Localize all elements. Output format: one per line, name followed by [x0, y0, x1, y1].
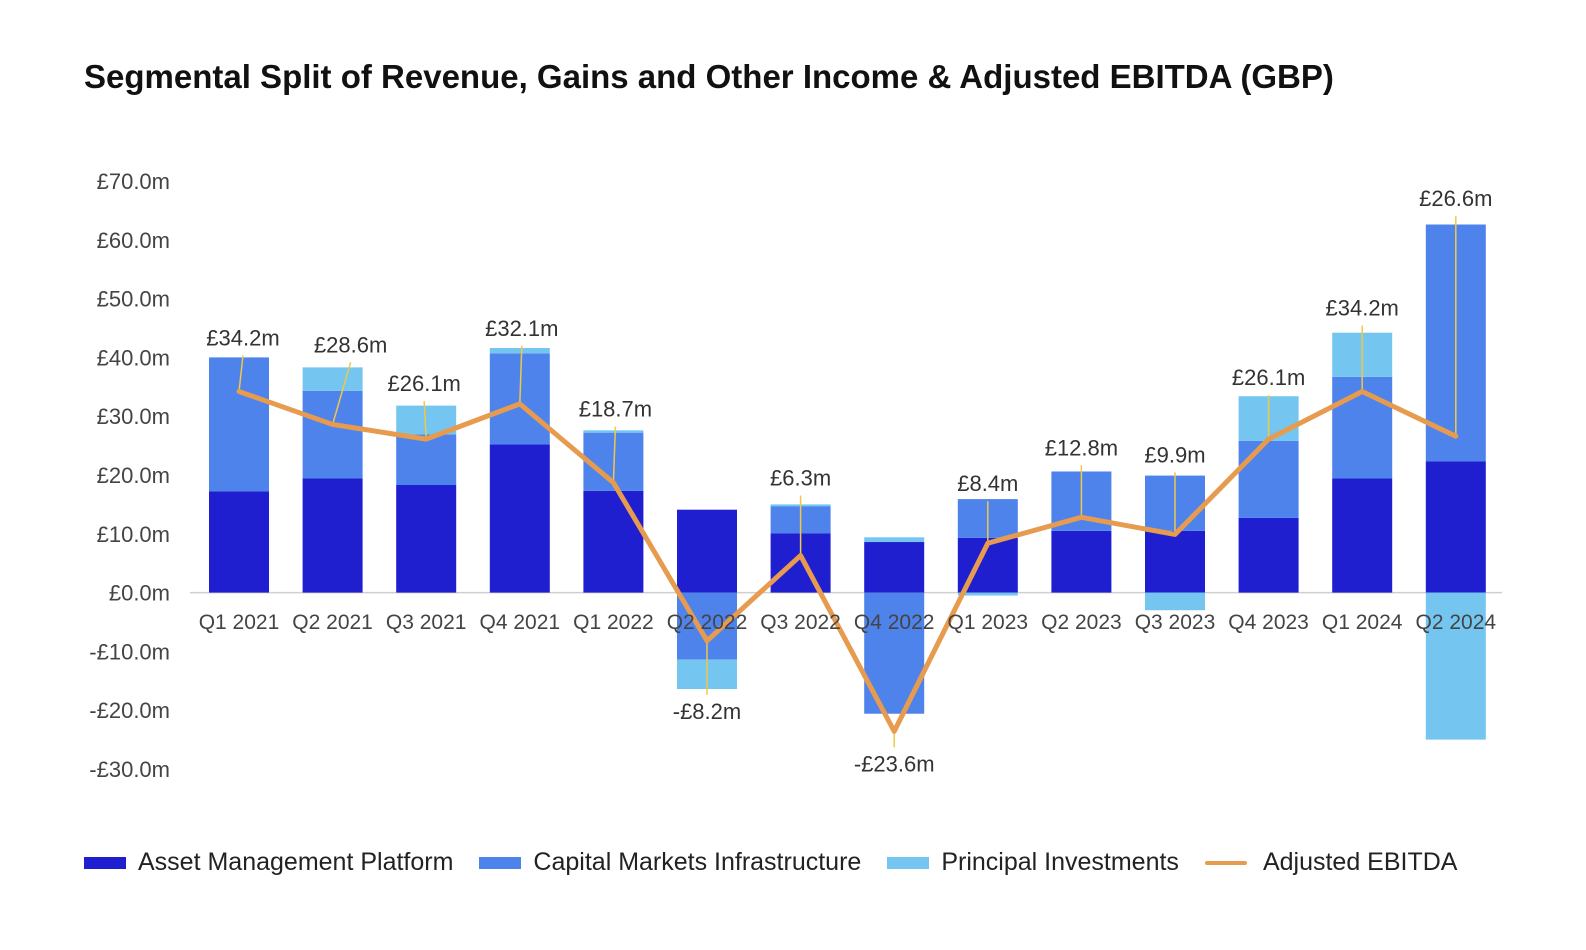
- bar-principal-investments-q1-2023: [957, 592, 1018, 596]
- legend-label: Asset Management Platform: [138, 848, 454, 876]
- legend-item-capital-markets: Capital Markets Infrastructure: [479, 848, 861, 877]
- bar-asset-management-platform-q4-2022: [864, 542, 925, 593]
- bar-capital-markets-infrastructure-q1-2021: [209, 357, 269, 492]
- legend-swatch-asset-management: [84, 856, 126, 869]
- x-axis: Q1 2021 Q2 2021 Q3 2021 Q4 2021 Q1 2022 Q2 20…: [199, 611, 1497, 634]
- bar-asset-management-platform-q1-2022: [583, 490, 644, 593]
- bars: [209, 224, 1486, 740]
- ebitda-line: [236, 389, 1459, 734]
- legend-item-asset-management: Asset Management Platform: [84, 848, 453, 877]
- ebitda-data-label: £12.8m: [1045, 435, 1118, 460]
- legend-swatch-capital-markets: [479, 856, 522, 869]
- ebitda-data-label: -£23.6m: [854, 751, 935, 776]
- data-labels: £34.2m £28.6m£26.1m£32.1m£18.7m-£8.2m£6.3…: [206, 186, 1492, 776]
- ebitda-data-label: £28.6m: [314, 332, 387, 357]
- legend: Asset Management Platform Capital Market…: [84, 848, 1483, 877]
- x-tick-label: Q3 2022: [760, 611, 841, 634]
- legend-item-principal-investments: Principal Investments: [887, 848, 1179, 877]
- x-tick-label: Q2 2022: [667, 611, 748, 634]
- legend-line-adjusted-ebitda: [1204, 860, 1247, 865]
- ebitda-data-label: -£8.2m: [673, 699, 741, 724]
- x-tick-label: Q3 2021: [386, 611, 467, 634]
- adjusted-ebitda-line: [236, 389, 1459, 734]
- ebitda-data-label: £9.9m: [1144, 442, 1205, 467]
- bar-capital-markets-infrastructure-q3-2021: [396, 434, 457, 485]
- bar-asset-management-platform-q4-2021: [489, 444, 550, 593]
- bar-principal-investments-q4-2021: [489, 347, 550, 354]
- bar-principal-investments-q2-2024: [1425, 592, 1486, 740]
- legend-item-adjusted-ebitda: Adjusted EBITDA: [1204, 848, 1458, 877]
- bar-asset-management-platform-q1-2021: [209, 491, 269, 593]
- y-tick-label: -£30.0m: [89, 757, 170, 782]
- bar-principal-investments-q4-2022: [864, 537, 925, 543]
- x-tick-label: Q1 2024: [1322, 611, 1403, 634]
- x-tick-label: Q1 2021: [199, 611, 280, 634]
- bar-asset-management-platform-q2-2024: [1425, 461, 1486, 593]
- y-tick-label: -£20.0m: [89, 698, 170, 723]
- x-tick-label: Q4 2021: [480, 611, 561, 634]
- legend-label: Principal Investments: [941, 848, 1179, 876]
- x-tick-label: Q2 2021: [292, 611, 373, 634]
- leader-line: [612, 426, 617, 483]
- ebitda-data-label: £26.1m: [388, 371, 461, 396]
- x-tick-label: Q1 2022: [573, 611, 654, 634]
- leader-line: [423, 401, 427, 440]
- ebitda-data-label: £8.4m: [957, 471, 1018, 496]
- ebitda-data-label: £26.6m: [1419, 186, 1492, 211]
- bar-asset-management-platform-q3-2021: [396, 484, 457, 593]
- y-tick-label: £30.0m: [97, 404, 170, 429]
- y-tick-label: £50.0m: [97, 287, 170, 312]
- legend-label: Adjusted EBITDA: [1262, 848, 1458, 876]
- chart-title: Segmental Split of Revenue, Gains and Ot…: [84, 58, 1334, 95]
- bar-asset-management-platform-q2-2023: [1051, 530, 1112, 593]
- bar-capital-markets-infrastructure-q4-2023: [1238, 440, 1299, 518]
- bar-asset-management-platform-q2-2022: [677, 509, 737, 593]
- bar-asset-management-platform-q1-2024: [1332, 478, 1393, 593]
- ebitda-data-label: £6.3m: [770, 466, 831, 491]
- ebitda-data-label: £34.2m: [1326, 296, 1399, 321]
- bar-principal-investments-q3-2023: [1145, 592, 1205, 611]
- x-tick-label: Q4 2023: [1228, 611, 1309, 634]
- y-tick-label: £40.0m: [97, 345, 170, 370]
- x-tick-label: Q1 2023: [948, 611, 1029, 634]
- bar-asset-management-platform-q2-2021: [302, 478, 363, 593]
- y-tick-label: -£10.0m: [89, 639, 170, 664]
- y-tick-label: £60.0m: [97, 228, 170, 253]
- ebitda-data-label: £26.1m: [1232, 365, 1305, 390]
- ebitda-data-label: £34.2m: [206, 326, 279, 351]
- label-leader-lines: [238, 216, 1457, 748]
- legend-label: Capital Markets Infrastructure: [533, 848, 862, 876]
- y-tick-label: £0.0m: [109, 581, 170, 606]
- leader-line: [238, 355, 244, 392]
- x-tick-label: Q2 2024: [1416, 611, 1497, 634]
- ebitda-data-label: £32.1m: [485, 316, 558, 341]
- leader-line: [519, 345, 523, 404]
- bar-asset-management-platform-q4-2023: [1238, 517, 1299, 593]
- bar-capital-markets-infrastructure-q2-2021: [302, 390, 363, 479]
- y-tick-label: £10.0m: [97, 522, 170, 547]
- bar-principal-investments-q2-2021: [302, 367, 363, 391]
- x-tick-label: Q4 2022: [854, 611, 935, 634]
- y-tick-label: £20.0m: [97, 463, 170, 488]
- bar-asset-management-platform-q3-2023: [1145, 530, 1205, 593]
- bar-principal-investments-q1-2022: [583, 430, 644, 433]
- y-tick-label: £70.0m: [97, 169, 170, 194]
- y-axis: £70.0m £60.0m £50.0m £40.0m £30.0m £20.0m £10.…: [89, 169, 170, 782]
- ebitda-data-label: £18.7m: [579, 397, 652, 422]
- x-tick-label: Q3 2023: [1135, 611, 1216, 634]
- leader-line: [331, 362, 352, 425]
- legend-swatch-principal-investments: [887, 856, 930, 869]
- x-tick-label: Q2 2023: [1041, 611, 1122, 634]
